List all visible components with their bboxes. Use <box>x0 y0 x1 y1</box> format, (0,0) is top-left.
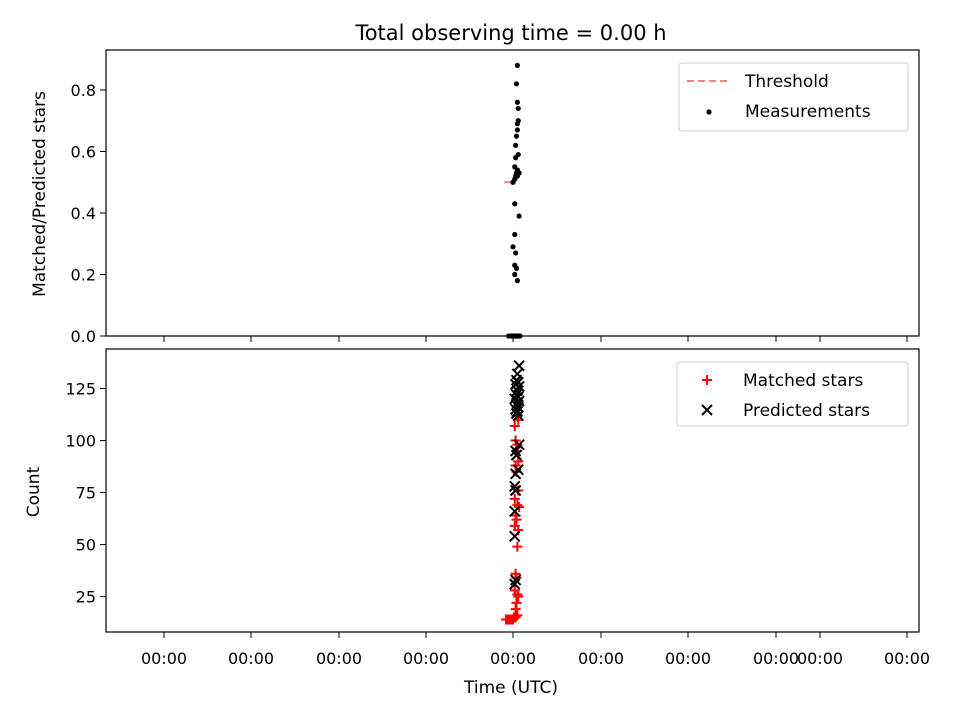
matched-star-point <box>509 420 520 431</box>
x-axis-label: Time (UTC) <box>463 678 558 698</box>
matched-star-point <box>511 514 522 525</box>
predicted-star-point <box>513 359 525 372</box>
legend-label: Measurements <box>745 102 871 122</box>
legend-matched-marker <box>702 375 712 385</box>
y-tick-label: 0.2 <box>71 265 96 284</box>
x-tick-label: 00:00 <box>228 649 274 668</box>
y-tick-label: 25 <box>76 588 96 607</box>
legend-predicted-marker <box>701 404 713 416</box>
legend-bottom: Matched stars Predicted stars <box>676 361 909 427</box>
measurement-point <box>514 278 520 284</box>
legend-box <box>678 62 909 132</box>
x-tick-label: 00:00 <box>578 649 624 668</box>
chart-marks: 0.0 0.2 0.4 0.6 0.8 Threshold Measurements 25 50… <box>65 49 930 668</box>
y-tick-label: 0.0 <box>71 327 96 346</box>
measurement-point <box>513 81 520 87</box>
y-tick-label: 0.6 <box>71 142 96 161</box>
measurement-point <box>512 201 518 207</box>
measurement-point <box>513 133 520 139</box>
matched-star-point <box>509 493 520 504</box>
legend-label: Predicted stars <box>743 401 870 421</box>
measurement-point <box>516 170 522 176</box>
predicted-star-point <box>512 409 524 422</box>
x-tick-label: 00:00 <box>797 649 843 668</box>
y-tick-label: 0.4 <box>71 204 96 223</box>
predicted-star-point <box>509 505 521 518</box>
bottom-panel-y-axis-label: Count <box>24 466 44 517</box>
matched-star-point <box>512 541 523 552</box>
legend-top: Threshold Measurements <box>678 62 909 132</box>
predicted-star-point <box>510 449 523 461</box>
top-panel-y-axis-label: Matched/Predicted stars <box>30 91 50 297</box>
x-tick-label: 00:00 <box>316 649 362 668</box>
x-tick-label: 00:00 <box>403 649 449 668</box>
measurement-point <box>514 62 520 68</box>
legend-measurement-marker <box>706 109 712 115</box>
x-tick-label: 00:00 <box>141 649 187 668</box>
y-tick-label: 0.8 <box>71 81 96 100</box>
measurement-point <box>512 271 518 278</box>
measurement-point <box>510 244 516 250</box>
matched-star-point <box>510 612 521 623</box>
measurement-point <box>512 231 518 238</box>
matched-star-point <box>513 591 524 602</box>
y-tick-label: 50 <box>76 536 96 555</box>
measurement-point <box>513 250 519 256</box>
x-tick-label: 00:00 <box>665 649 711 668</box>
legend-label: Matched stars <box>743 371 863 391</box>
measurement-point <box>513 265 520 271</box>
legend-label: Threshold <box>744 72 829 92</box>
measurement-point <box>510 179 516 185</box>
predicted-star-point <box>509 578 521 590</box>
predicted-star-point <box>509 480 521 493</box>
measurement-point <box>514 99 520 105</box>
predicted-star-point <box>509 445 522 457</box>
predicted-star-point <box>509 468 522 480</box>
panel-top: 0.0 0.2 0.4 0.6 0.8 Threshold Measurements <box>71 49 920 346</box>
y-tick-label: 75 <box>76 484 96 503</box>
measurement-point <box>517 333 523 339</box>
predicted-star-point <box>509 484 522 497</box>
chart-title: Total observing time = 0.00 h <box>354 21 666 45</box>
predicted-star-point <box>509 574 522 586</box>
predicted-star-point <box>513 439 525 451</box>
x-tick-label: 00:00 <box>884 649 930 668</box>
measurement-point <box>514 127 520 133</box>
measurement-point <box>513 142 519 148</box>
predicted-star-point <box>509 530 521 542</box>
measurement-point <box>514 121 520 127</box>
panel-bottom: 25 50 75 100 125 Matched stars Predicted stars <box>65 348 920 638</box>
measurement-point <box>515 151 521 158</box>
measurement-point <box>515 105 521 112</box>
legend-box <box>676 361 909 427</box>
y-tick-label: 125 <box>65 380 96 399</box>
x-tick-label: 00:00 <box>753 649 799 668</box>
measurement-point <box>516 213 522 219</box>
x-tick-label: 00:00 <box>490 649 536 668</box>
y-tick-label: 100 <box>65 432 96 451</box>
